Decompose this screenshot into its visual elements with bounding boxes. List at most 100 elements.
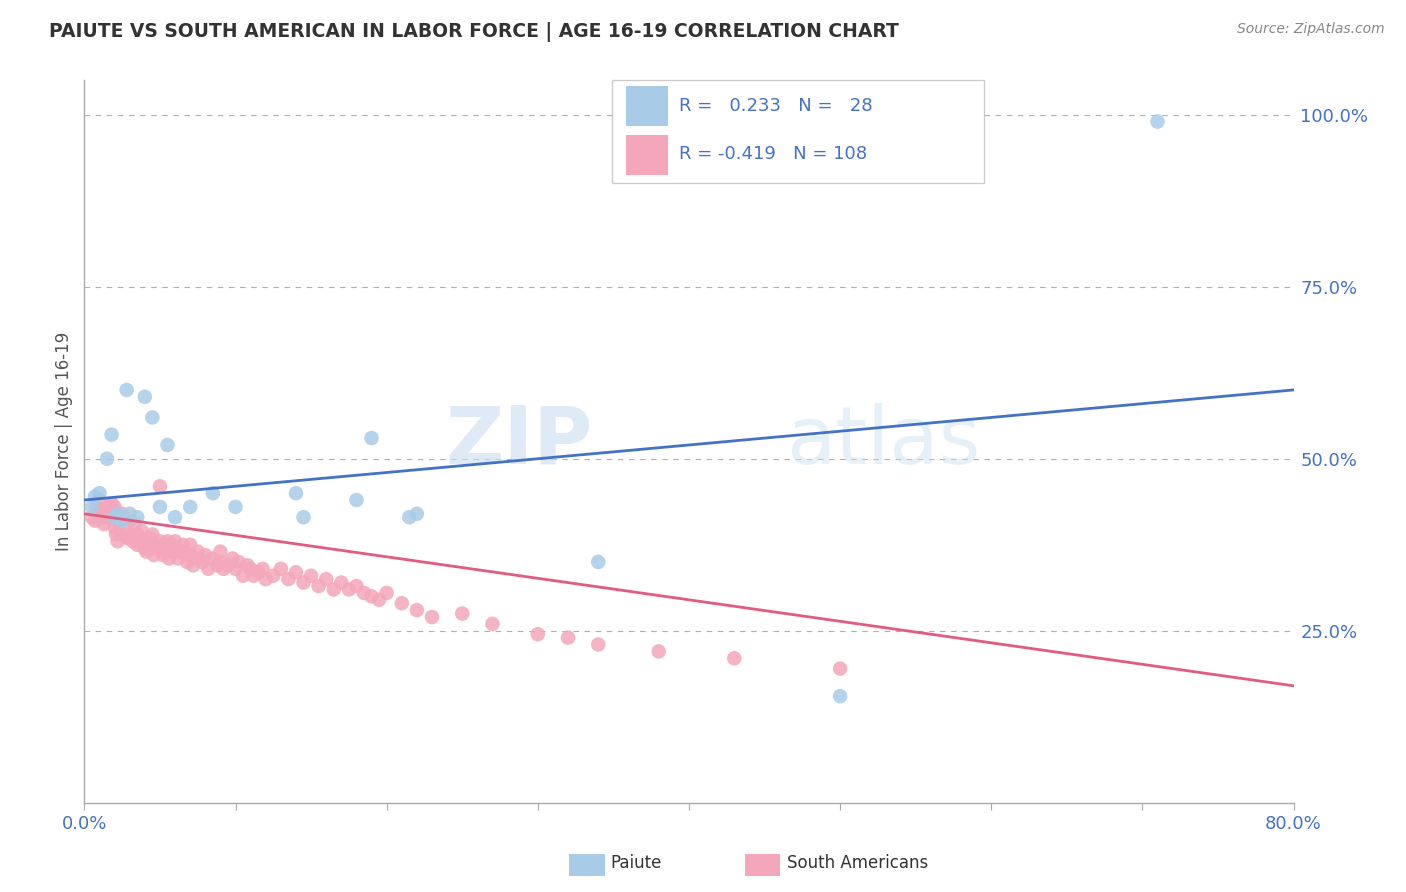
Point xyxy=(308,579,330,593)
Point xyxy=(212,562,235,576)
Point xyxy=(134,541,156,556)
Point xyxy=(141,541,163,556)
Point xyxy=(830,662,852,676)
Point xyxy=(118,514,141,528)
Point xyxy=(122,517,145,532)
Point xyxy=(96,510,118,524)
Point xyxy=(105,527,128,541)
Point xyxy=(160,538,183,552)
Point xyxy=(141,527,163,541)
Point xyxy=(527,627,550,641)
Point xyxy=(96,451,118,466)
Point xyxy=(588,638,610,652)
Point xyxy=(254,572,277,586)
Point xyxy=(170,544,193,558)
Point xyxy=(360,590,382,604)
Point xyxy=(557,631,579,645)
Point xyxy=(100,496,122,510)
Point xyxy=(262,568,284,582)
Point xyxy=(172,538,194,552)
Point xyxy=(209,544,232,558)
Point xyxy=(239,562,262,576)
Point xyxy=(156,438,179,452)
Point xyxy=(181,558,204,573)
Point xyxy=(228,555,250,569)
Point xyxy=(127,538,149,552)
Point xyxy=(270,562,292,576)
Point xyxy=(142,548,165,562)
Point xyxy=(112,524,135,538)
Point xyxy=(322,582,344,597)
Point xyxy=(187,544,209,558)
Point xyxy=(179,538,201,552)
Point xyxy=(114,510,136,524)
Text: Source: ZipAtlas.com: Source: ZipAtlas.com xyxy=(1237,22,1385,37)
Point xyxy=(176,555,198,569)
Point xyxy=(141,410,163,425)
Point xyxy=(138,531,160,545)
Point xyxy=(118,507,141,521)
Point xyxy=(191,555,214,569)
Text: PAIUTE VS SOUTH AMERICAN IN LABOR FORCE | AGE 16-19 CORRELATION CHART: PAIUTE VS SOUTH AMERICAN IN LABOR FORCE … xyxy=(49,22,898,42)
Point xyxy=(232,568,254,582)
Point xyxy=(118,531,141,545)
Point xyxy=(406,507,429,521)
Point xyxy=(104,520,127,534)
Point xyxy=(346,493,368,508)
Point xyxy=(197,562,219,576)
Point xyxy=(111,514,134,528)
Point xyxy=(588,555,610,569)
Point xyxy=(134,390,156,404)
Point xyxy=(156,544,179,558)
Point xyxy=(149,500,172,514)
Point xyxy=(165,534,187,549)
Point xyxy=(207,558,229,573)
Point xyxy=(135,544,157,558)
Point xyxy=(108,524,131,538)
Point xyxy=(156,534,179,549)
Point xyxy=(353,586,375,600)
Point xyxy=(93,517,115,532)
Point xyxy=(89,486,111,500)
Point xyxy=(201,486,224,500)
Point xyxy=(104,510,127,524)
Text: Paiute: Paiute xyxy=(610,855,662,872)
Point xyxy=(84,514,107,528)
Point xyxy=(89,493,111,508)
Point xyxy=(247,566,270,580)
Text: R =   0.233   N =   28: R = 0.233 N = 28 xyxy=(679,97,873,115)
Point xyxy=(89,503,111,517)
Point xyxy=(187,551,209,566)
Point xyxy=(194,548,217,562)
Point xyxy=(225,562,247,576)
Point xyxy=(217,558,239,573)
Point xyxy=(157,551,180,566)
Point xyxy=(86,500,108,514)
Point xyxy=(120,527,142,541)
Point xyxy=(481,616,503,631)
Point xyxy=(285,486,308,500)
Point xyxy=(146,538,169,552)
Point xyxy=(153,538,176,552)
Point xyxy=(91,510,114,524)
Point xyxy=(111,514,134,528)
Point xyxy=(292,510,315,524)
Point xyxy=(165,510,187,524)
Point xyxy=(149,479,172,493)
Point xyxy=(236,558,259,573)
Point xyxy=(451,607,474,621)
Text: South Americans: South Americans xyxy=(787,855,928,872)
Point xyxy=(830,689,852,703)
Point xyxy=(111,507,134,521)
Point xyxy=(330,575,353,590)
Point xyxy=(315,572,337,586)
Point xyxy=(165,544,187,558)
Point xyxy=(292,575,315,590)
Point xyxy=(299,568,322,582)
Point xyxy=(134,534,156,549)
Point xyxy=(84,490,107,504)
Point xyxy=(391,596,413,610)
Point xyxy=(104,500,127,514)
Point xyxy=(337,582,360,597)
Point xyxy=(97,500,120,514)
